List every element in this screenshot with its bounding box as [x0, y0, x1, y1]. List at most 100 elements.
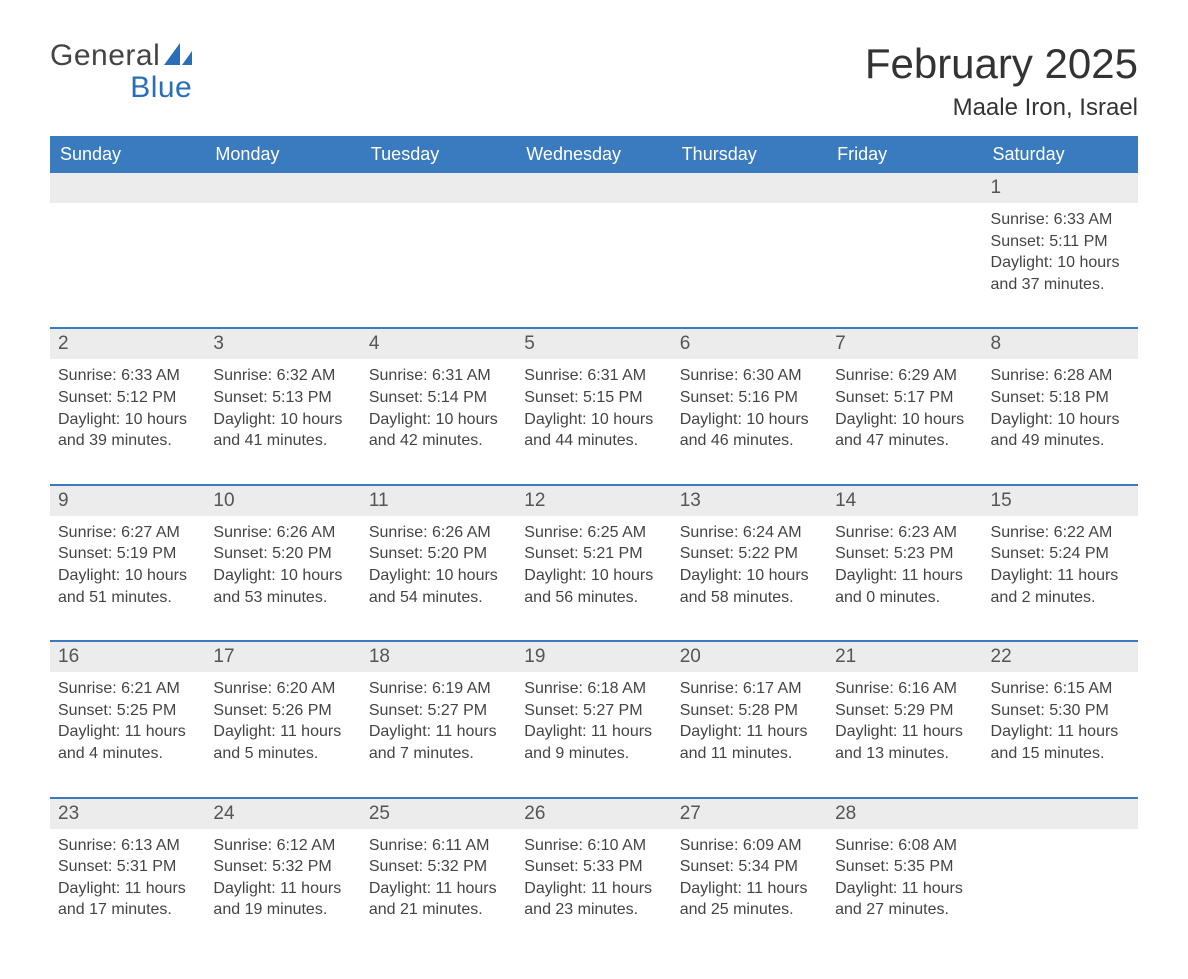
dow-cell: Friday	[827, 136, 982, 173]
daylight: Daylight: 11 hours and 25 minutes.	[680, 878, 819, 921]
logo: General Blue	[50, 40, 192, 103]
sunset: Sunset: 5:13 PM	[213, 387, 352, 409]
day-number: 14	[827, 486, 982, 516]
sunset: Sunset: 5:17 PM	[835, 387, 974, 409]
calendar: SundayMondayTuesdayWednesdayThursdayFrid…	[50, 136, 1138, 939]
day-number-row: 9101112131415	[50, 486, 1138, 516]
sunset: Sunset: 5:21 PM	[524, 543, 663, 565]
daylight: Daylight: 11 hours and 19 minutes.	[213, 878, 352, 921]
sunset: Sunset: 5:16 PM	[680, 387, 819, 409]
day-number: 26	[516, 799, 671, 829]
sunset: Sunset: 5:12 PM	[58, 387, 197, 409]
sunset: Sunset: 5:26 PM	[213, 700, 352, 722]
sunrise: Sunrise: 6:12 AM	[213, 835, 352, 857]
sunset: Sunset: 5:28 PM	[680, 700, 819, 722]
daylight: Daylight: 11 hours and 21 minutes.	[369, 878, 508, 921]
week: 16171819202122Sunrise: 6:21 AMSunset: 5:…	[50, 640, 1138, 782]
dow-cell: Saturday	[983, 136, 1138, 173]
day-content: Sunrise: 6:30 AMSunset: 5:16 PMDaylight:…	[672, 359, 827, 469]
day-content: Sunrise: 6:21 AMSunset: 5:25 PMDaylight:…	[50, 672, 205, 782]
day-number: 17	[205, 642, 360, 672]
daylight: Daylight: 11 hours and 7 minutes.	[369, 721, 508, 764]
sunset: Sunset: 5:15 PM	[524, 387, 663, 409]
day-content: Sunrise: 6:12 AMSunset: 5:32 PMDaylight:…	[205, 829, 360, 939]
day-number	[361, 173, 516, 203]
dow-cell: Thursday	[672, 136, 827, 173]
day-content: Sunrise: 6:11 AMSunset: 5:32 PMDaylight:…	[361, 829, 516, 939]
daylight: Daylight: 10 hours and 53 minutes.	[213, 565, 352, 608]
sunset: Sunset: 5:25 PM	[58, 700, 197, 722]
weeks-container: 1Sunrise: 6:33 AMSunset: 5:11 PMDaylight…	[50, 173, 1138, 939]
day-number: 6	[672, 329, 827, 359]
dow-cell: Wednesday	[516, 136, 671, 173]
daylight: Daylight: 11 hours and 23 minutes.	[524, 878, 663, 921]
daylight: Daylight: 10 hours and 37 minutes.	[991, 252, 1130, 295]
day-content: Sunrise: 6:10 AMSunset: 5:33 PMDaylight:…	[516, 829, 671, 939]
sunrise: Sunrise: 6:32 AM	[213, 365, 352, 387]
dow-cell: Sunday	[50, 136, 205, 173]
day-number: 11	[361, 486, 516, 516]
day-number: 3	[205, 329, 360, 359]
sunrise: Sunrise: 6:27 AM	[58, 522, 197, 544]
day-number	[983, 799, 1138, 829]
week: 1Sunrise: 6:33 AMSunset: 5:11 PMDaylight…	[50, 173, 1138, 313]
dow-cell: Monday	[205, 136, 360, 173]
day-number: 4	[361, 329, 516, 359]
day-number-row: 232425262728	[50, 799, 1138, 829]
daylight: Daylight: 10 hours and 44 minutes.	[524, 409, 663, 452]
day-number: 21	[827, 642, 982, 672]
sunrise: Sunrise: 6:33 AM	[58, 365, 197, 387]
sunrise: Sunrise: 6:21 AM	[58, 678, 197, 700]
daylight: Daylight: 11 hours and 5 minutes.	[213, 721, 352, 764]
day-number: 5	[516, 329, 671, 359]
sunset: Sunset: 5:33 PM	[524, 856, 663, 878]
sunrise: Sunrise: 6:33 AM	[991, 209, 1130, 231]
day-content-row: Sunrise: 6:21 AMSunset: 5:25 PMDaylight:…	[50, 672, 1138, 782]
day-number: 24	[205, 799, 360, 829]
location: Maale Iron, Israel	[865, 94, 1138, 122]
day-content: Sunrise: 6:29 AMSunset: 5:17 PMDaylight:…	[827, 359, 982, 469]
sunset: Sunset: 5:34 PM	[680, 856, 819, 878]
day-number: 23	[50, 799, 205, 829]
day-number-row: 16171819202122	[50, 642, 1138, 672]
sunset: Sunset: 5:29 PM	[835, 700, 974, 722]
day-content	[983, 829, 1138, 939]
day-content-row: Sunrise: 6:13 AMSunset: 5:31 PMDaylight:…	[50, 829, 1138, 939]
day-number: 8	[983, 329, 1138, 359]
sunrise: Sunrise: 6:09 AM	[680, 835, 819, 857]
day-number-row: 2345678	[50, 329, 1138, 359]
day-content: Sunrise: 6:08 AMSunset: 5:35 PMDaylight:…	[827, 829, 982, 939]
daylight: Daylight: 10 hours and 58 minutes.	[680, 565, 819, 608]
logo-word-1: General	[50, 40, 160, 72]
day-content: Sunrise: 6:22 AMSunset: 5:24 PMDaylight:…	[983, 516, 1138, 626]
day-number	[50, 173, 205, 203]
day-number: 2	[50, 329, 205, 359]
day-content: Sunrise: 6:17 AMSunset: 5:28 PMDaylight:…	[672, 672, 827, 782]
sunrise: Sunrise: 6:17 AM	[680, 678, 819, 700]
daylight: Daylight: 10 hours and 46 minutes.	[680, 409, 819, 452]
day-number	[205, 173, 360, 203]
sunset: Sunset: 5:19 PM	[58, 543, 197, 565]
day-content	[672, 203, 827, 313]
sunset: Sunset: 5:20 PM	[369, 543, 508, 565]
sunset: Sunset: 5:32 PM	[213, 856, 352, 878]
sail-icon	[164, 40, 192, 72]
day-content	[205, 203, 360, 313]
day-content: Sunrise: 6:24 AMSunset: 5:22 PMDaylight:…	[672, 516, 827, 626]
day-content: Sunrise: 6:18 AMSunset: 5:27 PMDaylight:…	[516, 672, 671, 782]
day-content: Sunrise: 6:20 AMSunset: 5:26 PMDaylight:…	[205, 672, 360, 782]
day-number	[516, 173, 671, 203]
day-content: Sunrise: 6:16 AMSunset: 5:29 PMDaylight:…	[827, 672, 982, 782]
sunrise: Sunrise: 6:29 AM	[835, 365, 974, 387]
daylight: Daylight: 11 hours and 4 minutes.	[58, 721, 197, 764]
sunrise: Sunrise: 6:11 AM	[369, 835, 508, 857]
sunset: Sunset: 5:14 PM	[369, 387, 508, 409]
day-content: Sunrise: 6:33 AMSunset: 5:12 PMDaylight:…	[50, 359, 205, 469]
sunset: Sunset: 5:18 PM	[991, 387, 1130, 409]
day-content: Sunrise: 6:09 AMSunset: 5:34 PMDaylight:…	[672, 829, 827, 939]
day-number: 15	[983, 486, 1138, 516]
sunrise: Sunrise: 6:13 AM	[58, 835, 197, 857]
sunset: Sunset: 5:30 PM	[991, 700, 1130, 722]
day-content	[827, 203, 982, 313]
day-number-row: 1	[50, 173, 1138, 203]
